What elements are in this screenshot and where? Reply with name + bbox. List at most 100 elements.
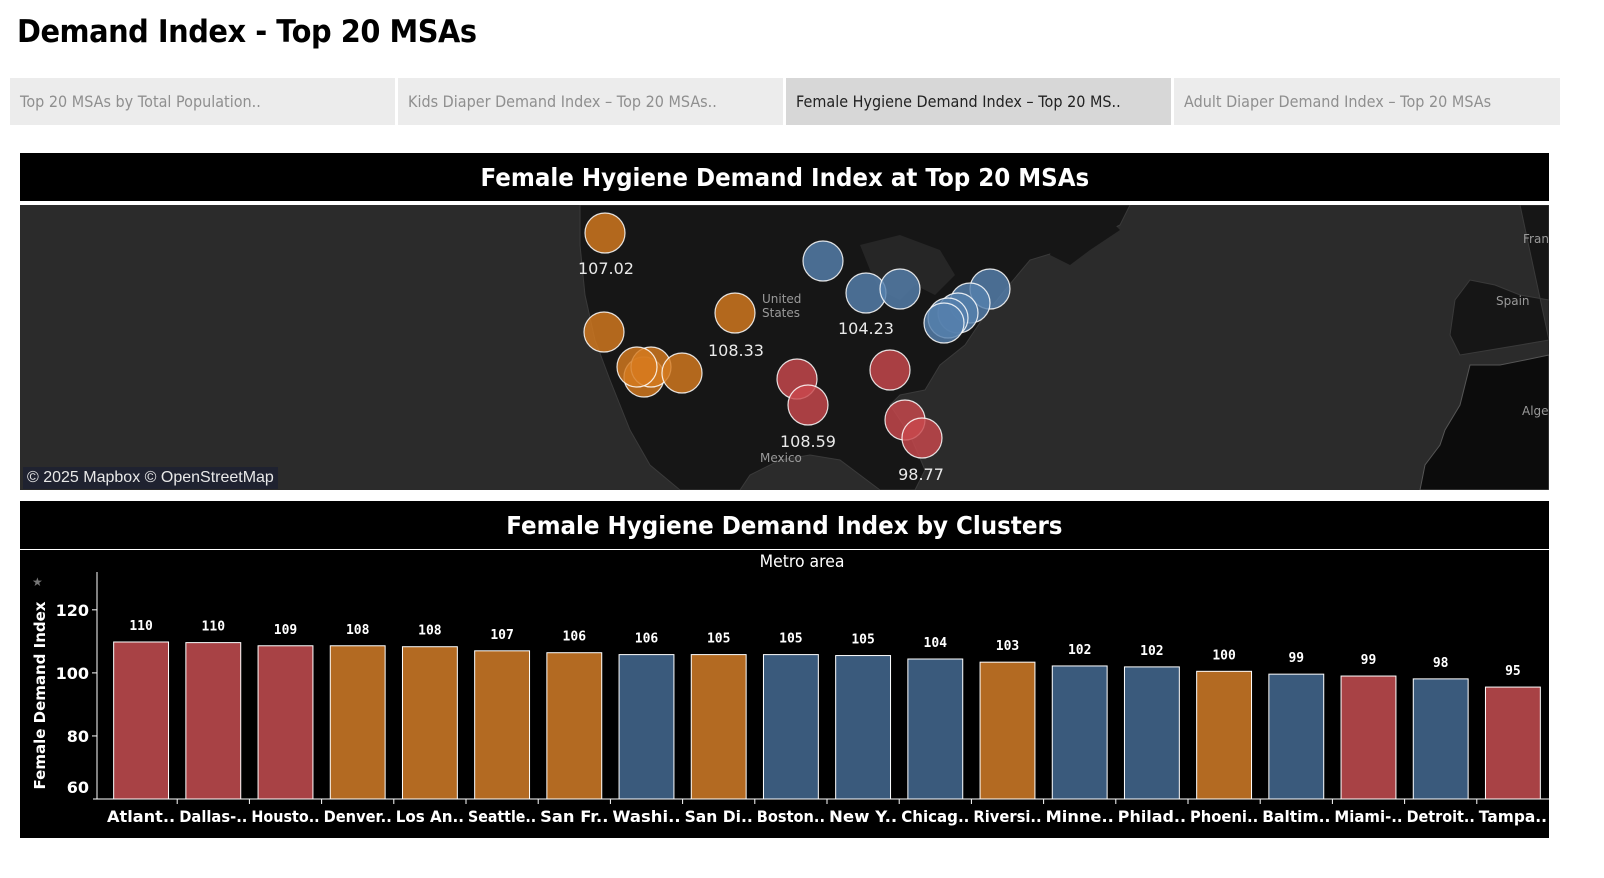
y-tick-label: 60 [67, 778, 89, 797]
pin-icon[interactable]: ★ [32, 575, 43, 589]
bar-9[interactable] [762, 654, 819, 800]
bar-11[interactable] [907, 658, 964, 800]
x-tick-label[interactable]: Boston.. [757, 807, 825, 826]
map-marker-seattle[interactable] [584, 212, 626, 254]
bar-data-label: 105 [779, 632, 802, 647]
bar-data-label: 105 [851, 633, 874, 648]
x-axis-header: Metro area [759, 552, 845, 572]
x-tick-label[interactable]: Washi.. [612, 807, 680, 826]
x-tick-label[interactable]: Dallas-.. [179, 807, 247, 826]
map-marker-atlanta[interactable] [869, 349, 911, 391]
x-tick-label[interactable]: New Y.. [829, 807, 897, 826]
label-mexico: Mexico [760, 451, 802, 465]
x-tick-label[interactable]: Detroit.. [1407, 807, 1475, 826]
bar-chart-title-bar: Female Hygiene Demand Index by Clusters [20, 501, 1549, 549]
map-marker-denver[interactable] [714, 292, 756, 334]
tab-kids-diaper[interactable]: Kids Diaper Demand Index – Top 20 MSAs.. [398, 78, 783, 125]
bar-data-label: 95 [1505, 664, 1521, 679]
land-europe [1449, 205, 1549, 356]
x-tick-label[interactable]: Philad.. [1118, 807, 1186, 826]
map-value-label: 108.33 [708, 341, 764, 360]
label-france: Fran [1523, 232, 1549, 246]
map-marker-detroit[interactable] [879, 268, 921, 310]
label-algeria: Alge [1522, 404, 1549, 418]
bar-8[interactable] [690, 654, 747, 800]
x-tick-label[interactable]: Riversi.. [973, 807, 1041, 826]
map-marker-minneapolis[interactable] [802, 240, 844, 282]
land-maritimes [1050, 210, 1120, 265]
map-value-label: 98.77 [898, 465, 944, 484]
bar-13[interactable] [1051, 665, 1108, 800]
map-title: Female Hygiene Demand Index at Top 20 MS… [480, 162, 1089, 192]
x-tick-label[interactable]: Housto.. [251, 807, 319, 826]
x-tick-label[interactable]: San Fr.. [540, 807, 608, 826]
bar-4[interactable] [401, 646, 458, 800]
bar-16[interactable] [1268, 673, 1325, 800]
x-tick-label[interactable]: Seattle.. [468, 807, 536, 826]
x-tick-label[interactable]: Los An.. [396, 807, 464, 826]
map-view[interactable]: United States Mexico Spain Fran Alge 107.02 10… [20, 205, 1549, 490]
bar-data-label: 106 [563, 630, 587, 645]
x-tick-label[interactable]: Tampa.. [1479, 807, 1547, 826]
bar-data-label: 110 [129, 619, 153, 634]
map-marker-phoenix[interactable] [661, 352, 703, 394]
map-value-label: 107.02 [578, 259, 634, 278]
x-tick-label[interactable]: Denver.. [324, 807, 392, 826]
map-marker-san-francisco[interactable] [583, 311, 625, 353]
map-markers: 107.02 108.33 104.23 108.59 98.77 [578, 212, 1011, 484]
bar-3[interactable] [329, 645, 386, 800]
tab-adult-diaper[interactable]: Adult Diaper Demand Index – Top 20 MSAs [1174, 78, 1560, 125]
y-tick-label: 120 [56, 601, 89, 620]
bar-data-label: 102 [1068, 643, 1091, 658]
bar-data-label: 108 [346, 623, 370, 638]
bar-14[interactable] [1123, 666, 1180, 800]
x-tick-label[interactable]: San Di.. [685, 807, 753, 826]
map-marker-san-diego[interactable] [616, 346, 658, 388]
map-value-label: 108.59 [780, 432, 836, 451]
bar-data-label: 104 [924, 636, 948, 651]
y-axis-title: Female Demand Index [31, 601, 49, 789]
bar-data-label: 109 [274, 623, 297, 638]
tab-female-hygiene[interactable]: Female Hygiene Demand Index – Top 20 MS.… [786, 78, 1171, 125]
x-tick-label[interactable]: Miami-.. [1334, 807, 1402, 826]
tab-total-population[interactable]: Top 20 MSAs by Total Population.. [10, 78, 395, 125]
bar-18[interactable] [1412, 678, 1469, 800]
bar-17[interactable] [1340, 675, 1397, 800]
bar-10[interactable] [835, 655, 892, 800]
map-value-label: 104.23 [838, 319, 894, 338]
bar-2[interactable] [257, 645, 314, 800]
x-tick-label[interactable]: Phoeni.. [1190, 807, 1258, 826]
bar-data-label: 108 [418, 624, 442, 639]
bar-15[interactable] [1196, 670, 1253, 800]
bar-5[interactable] [474, 650, 531, 800]
bar-data-label: 102 [1140, 644, 1163, 659]
bar-19[interactable] [1484, 686, 1541, 800]
bar-data-label: 103 [996, 639, 1019, 654]
land-africa [1419, 354, 1549, 490]
bar-1[interactable] [185, 642, 242, 800]
label-united-states: United [762, 292, 801, 306]
bar-12[interactable] [979, 661, 1036, 800]
bar-data-label: 100 [1212, 648, 1236, 663]
bar-data-label: 99 [1361, 653, 1377, 668]
bar-chart-title: Female Hygiene Demand Index by Clusters [506, 510, 1063, 540]
map-marker-washington[interactable] [923, 302, 965, 344]
x-tick-label[interactable]: Atlant.. [107, 807, 175, 826]
map-marker-miami[interactable] [901, 417, 943, 459]
x-tick-label[interactable]: Baltim.. [1262, 807, 1330, 826]
bar-0[interactable] [113, 641, 170, 800]
bar-7[interactable] [618, 654, 675, 800]
map-marker-houston[interactable] [787, 384, 829, 426]
x-tick-label[interactable]: Minne.. [1046, 807, 1114, 826]
label-united-states: States [762, 306, 800, 320]
y-tick-label: 100 [56, 664, 89, 683]
bar-chart-canvas: Female Demand Index ★ 60 80 100 120 110 Atlant.… [31, 572, 1549, 826]
dashboard-tabs: Top 20 MSAs by Total Population.. Kids D… [10, 78, 1600, 125]
bar-6[interactable] [546, 652, 603, 800]
x-tick-label[interactable]: Chicag.. [901, 807, 969, 826]
label-spain: Spain [1496, 294, 1530, 308]
bar-data-label: 107 [490, 628, 513, 643]
map-attribution[interactable]: © 2025 Mapbox © OpenStreetMap [23, 467, 278, 489]
